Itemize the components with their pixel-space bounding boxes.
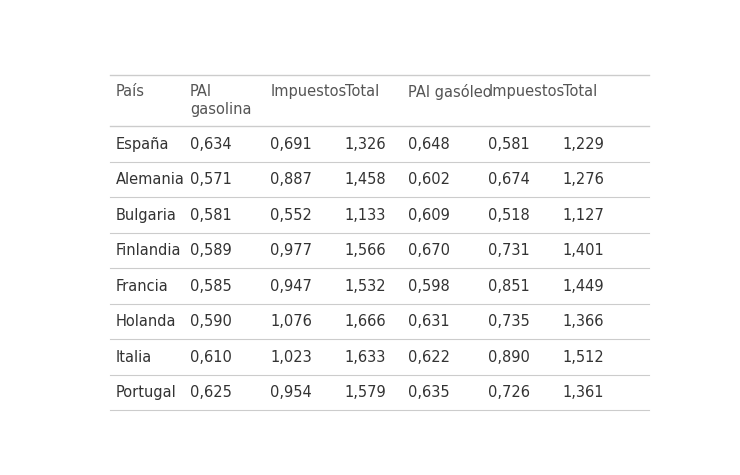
- Text: 1,326: 1,326: [345, 137, 386, 152]
- Text: 0,625: 0,625: [190, 385, 232, 400]
- Text: Bulgaria: Bulgaria: [115, 208, 176, 223]
- Text: 0,552: 0,552: [270, 208, 312, 223]
- Text: Total: Total: [563, 85, 597, 99]
- Text: 1,366: 1,366: [563, 314, 605, 329]
- Text: 0,887: 0,887: [270, 172, 312, 187]
- Text: Total: Total: [345, 85, 379, 99]
- Text: País: País: [115, 85, 144, 99]
- Text: 0,590: 0,590: [190, 314, 232, 329]
- Text: Holanda: Holanda: [115, 314, 176, 329]
- Text: PAI gasóleo: PAI gasóleo: [408, 85, 491, 100]
- Text: 1,633: 1,633: [345, 350, 386, 365]
- Text: PAI
gasolina: PAI gasolina: [190, 85, 252, 117]
- Text: Impuestos: Impuestos: [270, 85, 346, 99]
- Text: 0,602: 0,602: [408, 172, 450, 187]
- Text: 1,512: 1,512: [563, 350, 605, 365]
- Text: 1,127: 1,127: [563, 208, 605, 223]
- Text: 0,977: 0,977: [270, 243, 312, 258]
- Text: 1,133: 1,133: [345, 208, 386, 223]
- Text: 0,589: 0,589: [190, 243, 232, 258]
- Text: Impuestos: Impuestos: [488, 85, 565, 99]
- Text: Alemania: Alemania: [115, 172, 184, 187]
- Text: 1,532: 1,532: [345, 279, 386, 294]
- Text: 0,674: 0,674: [488, 172, 530, 187]
- Text: 0,581: 0,581: [488, 137, 530, 152]
- Text: 0,581: 0,581: [190, 208, 232, 223]
- Text: Italia: Italia: [115, 350, 152, 365]
- Text: Francia: Francia: [115, 279, 168, 294]
- Text: 0,735: 0,735: [488, 314, 530, 329]
- Text: 1,023: 1,023: [270, 350, 312, 365]
- Text: 1,401: 1,401: [563, 243, 605, 258]
- Text: 1,361: 1,361: [563, 385, 605, 400]
- Text: 0,890: 0,890: [488, 350, 530, 365]
- Text: 0,851: 0,851: [488, 279, 530, 294]
- Text: 0,731: 0,731: [488, 243, 530, 258]
- Text: Portugal: Portugal: [115, 385, 176, 400]
- Text: 0,670: 0,670: [408, 243, 450, 258]
- Text: 0,947: 0,947: [270, 279, 312, 294]
- Text: 0,726: 0,726: [488, 385, 531, 400]
- Text: 0,691: 0,691: [270, 137, 312, 152]
- Text: 1,579: 1,579: [345, 385, 386, 400]
- Text: 1,076: 1,076: [270, 314, 312, 329]
- Text: 0,634: 0,634: [190, 137, 232, 152]
- Text: 1,276: 1,276: [563, 172, 605, 187]
- Text: 1,458: 1,458: [345, 172, 386, 187]
- Text: 0,631: 0,631: [408, 314, 450, 329]
- Text: 0,954: 0,954: [270, 385, 312, 400]
- Text: 0,571: 0,571: [190, 172, 232, 187]
- Text: 1,229: 1,229: [563, 137, 605, 152]
- Text: España: España: [115, 137, 169, 152]
- Text: 0,648: 0,648: [408, 137, 450, 152]
- Text: 0,610: 0,610: [190, 350, 232, 365]
- Text: 0,635: 0,635: [408, 385, 450, 400]
- Text: 0,598: 0,598: [408, 279, 450, 294]
- Text: 1,566: 1,566: [345, 243, 386, 258]
- Text: Finlandia: Finlandia: [115, 243, 181, 258]
- Text: 0,585: 0,585: [190, 279, 232, 294]
- Text: 1,666: 1,666: [345, 314, 386, 329]
- Text: 0,622: 0,622: [408, 350, 450, 365]
- Text: 0,518: 0,518: [488, 208, 530, 223]
- Text: 1,449: 1,449: [563, 279, 605, 294]
- Text: 0,609: 0,609: [408, 208, 450, 223]
